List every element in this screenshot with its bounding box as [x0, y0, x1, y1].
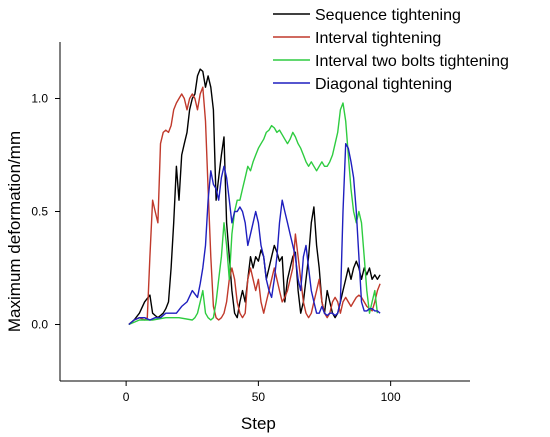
- legend-label-1: Sequence tightening: [315, 7, 461, 24]
- axes-layer: 0 50 100 0.0 0.5 1.0: [31, 42, 470, 404]
- x-tick-label: 50: [252, 390, 266, 404]
- y-tick-label: 1.0: [31, 92, 48, 106]
- series-line-3: [128, 102, 379, 326]
- series-layer: [128, 68, 381, 326]
- x-tick-label: 100: [381, 390, 401, 404]
- x-axis-title: Step: [241, 414, 276, 433]
- x-tick-label: 0: [123, 390, 130, 404]
- y-tick-label: 0.0: [31, 318, 48, 332]
- y-axis-title: Maximum deformation/mm: [5, 131, 24, 332]
- series-line-4: [128, 142, 381, 326]
- legend-label-2: Interval tightening: [315, 30, 441, 47]
- legend-label-4: Diagonal tightening: [315, 76, 452, 93]
- legend-label-3: Interval two bolts tightening: [315, 53, 509, 70]
- y-tick-label: 0.5: [31, 205, 48, 219]
- series-line-2: [128, 86, 381, 326]
- legend: Sequence tightening Interval tightening In…: [273, 7, 509, 93]
